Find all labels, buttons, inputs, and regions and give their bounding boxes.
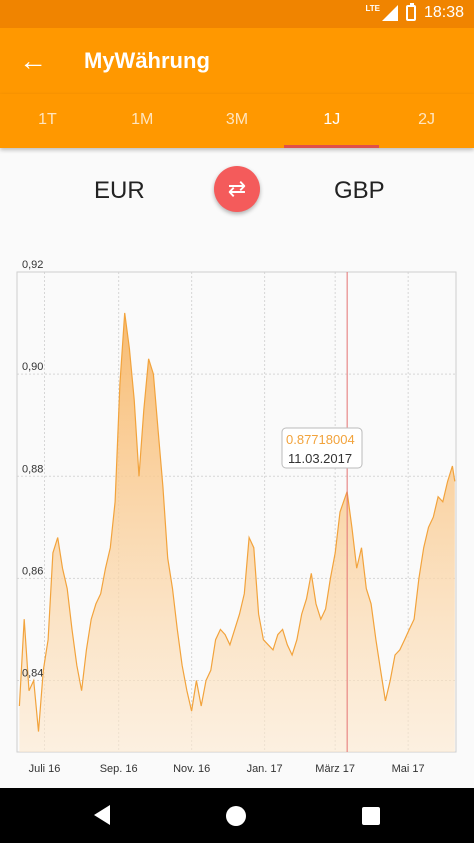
back-arrow-icon[interactable]: ← [19,45,47,76]
tooltip-value: 0.87718004 [286,432,355,447]
swap-icon: ⇄ [227,176,247,201]
tooltip-box [281,427,363,469]
rate-line [18,312,456,732]
x-tick-label: Sep. 16 [100,763,138,775]
x-tick-label: Mai 17 [392,763,425,775]
nav-home-icon[interactable] [226,806,246,826]
app-bar: ← MyWährung [0,28,474,94]
signal-icon [381,5,398,21]
battery-icon [405,3,416,21]
y-tick-label: 0,86 [22,565,43,577]
y-tick-label: 0,84 [22,668,43,680]
clock: 18:38 [423,4,464,21]
tab-1m[interactable]: 1M [131,111,154,128]
from-currency[interactable]: EUR [94,177,145,204]
nav-back-icon[interactable] [94,805,110,825]
tab-1j[interactable]: 1J [284,94,379,148]
rate-area [19,312,455,752]
y-tick-label: 0,88 [22,463,43,475]
tab-3m[interactable]: 3M [225,111,249,128]
lte-indicator: LTE [365,3,380,13]
tab-1t[interactable]: 1T [38,111,57,128]
x-tick-label: Juli 16 [29,763,61,775]
y-tick-label: 0,92 [22,259,43,271]
x-tick-label: Jan. 17 [247,763,283,775]
value-tooltip: 0.87718004 11.03.2017 [281,427,363,469]
swap-currencies-button[interactable]: ⇄ [214,166,260,212]
app-title: MyWährung [84,48,210,73]
system-nav-bar [0,788,474,843]
to-currency[interactable]: GBP [334,177,385,204]
x-axis-labels: Juli 16 Sep. 16 Nov. 16 Jan. 17 März 17 Mai 1… [29,763,425,775]
tooltip-date: 11.03.2017 [288,451,352,466]
nav-recents-icon[interactable] [362,807,380,825]
range-tabs: 1T 1M 3M 1J 2J [0,94,474,148]
x-tick-label: Nov. 16 [173,763,210,775]
y-axis-labels: 0,92 0,90 0,88 0,86 0,84 [22,259,43,680]
status-bar: LTE 18:38 [0,0,474,28]
x-tick-label: März 17 [315,763,355,775]
y-tick-label: 0,90 [22,361,43,373]
tab-2j[interactable]: 2J [418,111,436,128]
exchange-rate-chart[interactable]: 0,92 0,90 0,88 0,86 0,84 Juli 16 Sep. 16 Nov. … [0,248,474,778]
